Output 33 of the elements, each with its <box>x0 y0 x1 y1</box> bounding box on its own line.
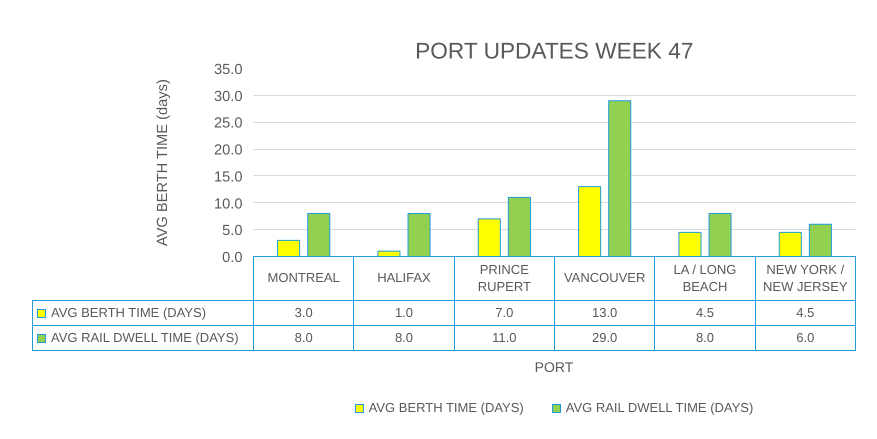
y-tick-label: 0.0 <box>222 250 242 266</box>
data-label: 11.0 <box>454 326 554 350</box>
data-label: 3.0 <box>254 300 354 326</box>
x-tick-label: LA / LONG BEACH <box>654 256 756 300</box>
data-label: 7.0 <box>454 300 554 326</box>
x-tick-label: MONTREAL <box>254 256 354 300</box>
y-axis-title: AVG BERTH TIME (days) <box>154 79 171 246</box>
data-label: 1.0 <box>354 300 454 326</box>
chart-title: PORT UPDATES WEEK 47 <box>415 38 694 64</box>
data-label: 29.0 <box>554 326 655 350</box>
x-axis-title: PORT <box>534 358 574 377</box>
y-tick-label: 15.0 <box>214 169 243 186</box>
y-tick-label: 5.0 <box>222 223 242 240</box>
text: AVG BERTH TIME (DAYS) <box>368 400 524 415</box>
y-tick-label: 30.0 <box>214 88 243 105</box>
y-tick-label: 20.0 <box>214 142 243 159</box>
legend-label: AVG RAIL DWELL TIME (DAYS) <box>32 326 254 350</box>
legend-label: AVG BERTH TIME (DAYS) <box>32 300 254 326</box>
data-label: 13.0 <box>554 300 655 326</box>
data-label: 4.5 <box>755 300 856 326</box>
data-label: 8.0 <box>654 326 756 350</box>
x-tick-label: HALIFAX <box>354 256 454 300</box>
x-tick-label: NEW YORK / NEW JERSEY <box>755 256 856 300</box>
data-label: 6.0 <box>755 326 856 350</box>
x-tick-label: PRINCE RUPERT <box>454 256 554 300</box>
x-tick-label: VANCOUVER <box>554 256 655 300</box>
y-tick-label: 25.0 <box>214 116 243 132</box>
y-tick-label: 35.0 <box>214 62 243 78</box>
data-label: 4.5 <box>654 300 756 326</box>
data-label: 8.0 <box>254 326 354 350</box>
text: AVG RAIL DWELL TIME (DAYS) <box>566 400 754 415</box>
data-label: 8.0 <box>354 326 454 350</box>
y-tick-label: 10.0 <box>214 196 243 212</box>
